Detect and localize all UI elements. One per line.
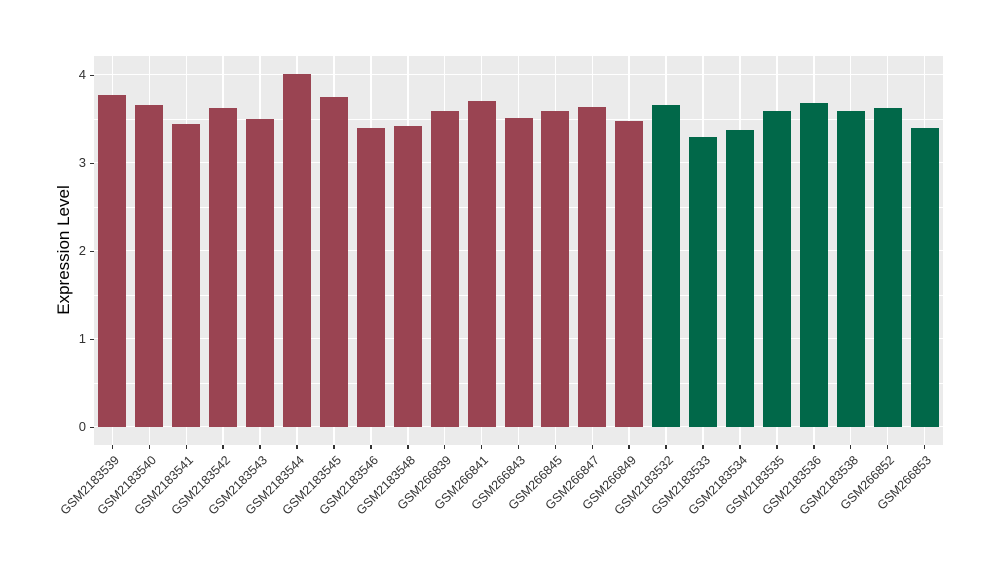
- x-tick-mark-21: [886, 445, 889, 449]
- bar-GSM2183542: [209, 107, 238, 428]
- y-tick-label: 2: [78, 243, 86, 259]
- x-tick-mark-22: [923, 445, 926, 449]
- bar-GSM2183533: [689, 136, 718, 428]
- bar-GSM2183540: [135, 105, 164, 428]
- bar-GSM2183532: [652, 105, 681, 428]
- bar-GSM2183544: [283, 73, 312, 428]
- bar-GSM266849: [615, 121, 644, 428]
- x-tick-mark-11: [517, 445, 520, 449]
- bar-GSM2183538: [836, 110, 865, 428]
- y-tick-label: 0: [78, 419, 86, 435]
- x-tick-mark-4: [259, 445, 261, 449]
- bar-GSM2183545: [319, 97, 348, 428]
- x-tick-mark-13: [591, 445, 594, 449]
- x-tick-mark-2: [185, 445, 188, 449]
- x-tick-mark-6: [333, 445, 335, 449]
- y-tick-mark-0: [90, 426, 94, 429]
- x-tick-mark-3: [222, 445, 224, 449]
- bar-GSM2183539: [98, 94, 127, 428]
- y-tick-label: 4: [78, 67, 86, 83]
- x-tick-mark-1: [148, 445, 151, 449]
- x-tick-mark-5: [296, 445, 298, 449]
- x-tick-mark-19: [813, 445, 815, 449]
- x-tick-mark-15: [665, 445, 667, 449]
- y-tick-label: 1: [78, 331, 86, 347]
- y-tick-mark-2: [90, 250, 94, 253]
- y-tick-label: 3: [78, 155, 86, 171]
- bar-GSM266847: [578, 107, 607, 428]
- y-tick-mark-3: [90, 162, 94, 165]
- x-tick-mark-17: [739, 445, 741, 449]
- bar-GSM2183534: [725, 129, 754, 428]
- y-tick-mark-1: [90, 338, 94, 341]
- bar-GSM266841: [467, 100, 496, 428]
- bar-GSM2183541: [172, 123, 201, 428]
- bar-GSM266853: [910, 128, 939, 428]
- x-tick-mark-10: [480, 445, 483, 449]
- x-tick-mark-16: [702, 445, 704, 449]
- bar-GSM266843: [504, 117, 533, 428]
- x-tick-mark-20: [849, 445, 852, 449]
- x-tick-mark-14: [628, 445, 630, 449]
- x-tick-mark-18: [776, 445, 778, 449]
- x-tick-mark-12: [554, 445, 557, 449]
- bar-GSM2183535: [762, 111, 791, 428]
- plot-panel: [94, 56, 943, 445]
- y-tick-mark-4: [90, 74, 94, 77]
- bar-GSM2183548: [393, 126, 422, 428]
- x-tick-mark-9: [443, 445, 446, 449]
- x-tick-mark-7: [370, 445, 372, 449]
- bar-GSM266852: [873, 107, 902, 428]
- x-tick-mark-8: [407, 445, 409, 449]
- x-tick-mark-0: [111, 445, 114, 449]
- bar-GSM2183546: [356, 128, 385, 428]
- bar-GSM2183536: [799, 102, 828, 428]
- bar-GSM2183543: [246, 119, 275, 428]
- bar-GSM266845: [541, 111, 570, 428]
- bar-GSM266839: [430, 110, 459, 428]
